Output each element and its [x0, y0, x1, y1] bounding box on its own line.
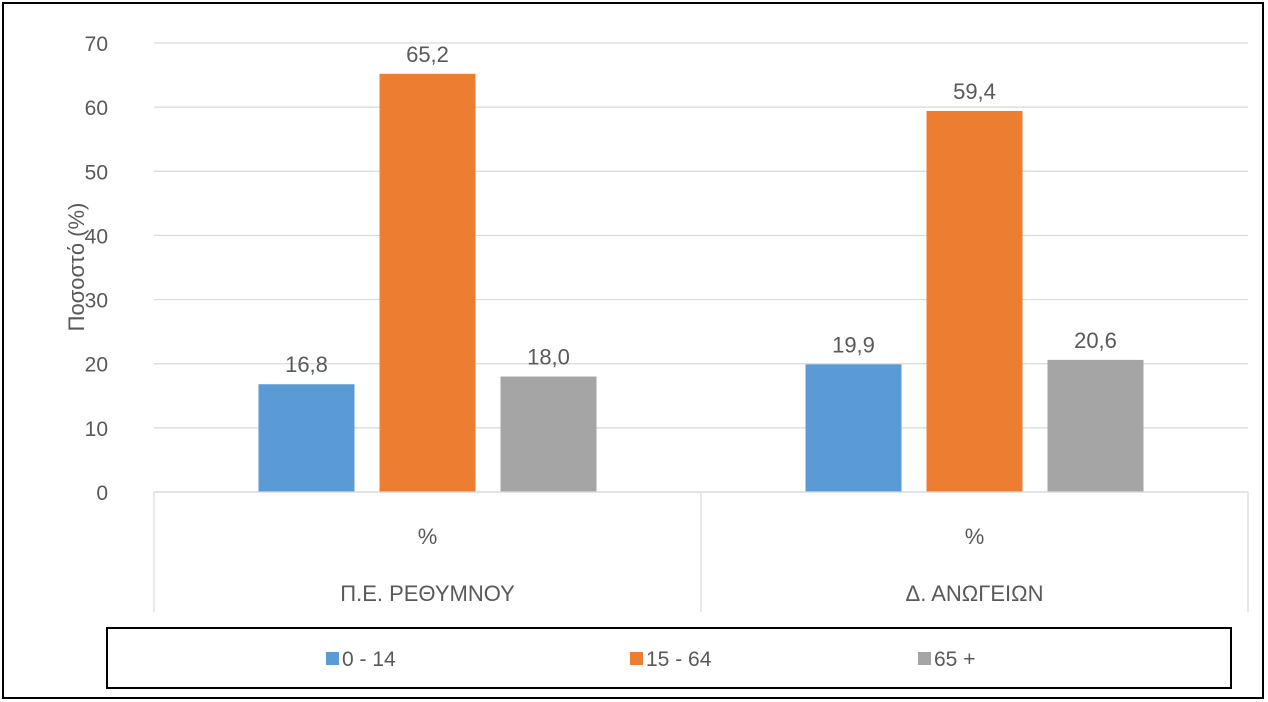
- data-label: 19,9: [832, 332, 875, 357]
- data-label: 16,8: [285, 352, 328, 377]
- bar: [805, 364, 902, 492]
- y-tick-label: 50: [85, 161, 108, 184]
- bar: [926, 110, 1023, 493]
- data-label: 20,6: [1074, 328, 1117, 353]
- bar: [500, 376, 597, 492]
- bar: [1047, 359, 1144, 492]
- bar-chart: 0 10 20 30 40 50 60 70 Ποσοστό (%) 16,8 65,2 18,0…: [64, 33, 1249, 689]
- legend-label: 65 +: [934, 648, 975, 671]
- x-category-label: Δ. ΑΝΩΓΕΙΩΝ: [906, 581, 1044, 606]
- legend-swatch: [630, 652, 643, 665]
- bar: [379, 73, 476, 492]
- y-tick-label: 60: [85, 97, 108, 120]
- y-tick-label: 10: [85, 418, 108, 441]
- legend-label: 0 - 14: [342, 648, 396, 671]
- data-label: 18,0: [527, 345, 570, 370]
- y-tick-labels: 0 10 20 30 40 50 60 70: [85, 33, 108, 505]
- y-tick-label: 70: [85, 33, 108, 56]
- legend-box: [106, 627, 1232, 689]
- y-tick-label: 0: [96, 482, 108, 505]
- bar: [258, 384, 355, 492]
- bars: [258, 73, 1144, 493]
- y-tick-label: 20: [85, 354, 108, 377]
- data-label: 59,4: [953, 79, 996, 104]
- x-category-sublabel: %: [418, 524, 438, 549]
- legend-swatch: [326, 652, 339, 665]
- x-category-label: Π.Ε. ΡΕΘΥΜΝΟΥ: [340, 581, 515, 606]
- y-tick-label: 30: [85, 290, 108, 313]
- x-axis: % Π.Ε. ΡΕΘΥΜΝΟΥ% Δ. ΑΝΩΓΕΙΩΝ: [153, 491, 1249, 612]
- y-axis-label: Ποσοστό (%): [64, 203, 89, 332]
- x-category-sublabel: %: [965, 524, 985, 549]
- y-tick-label: 40: [85, 225, 108, 248]
- data-label: 65,2: [406, 42, 449, 67]
- legend-swatch: [918, 652, 931, 665]
- data-labels: 16,8 65,2 18,0 19,9 59,4 20,6: [285, 42, 1117, 377]
- legend: 0 - 14 15 - 64 65 +: [106, 627, 1232, 689]
- legend-label: 15 - 64: [646, 648, 712, 671]
